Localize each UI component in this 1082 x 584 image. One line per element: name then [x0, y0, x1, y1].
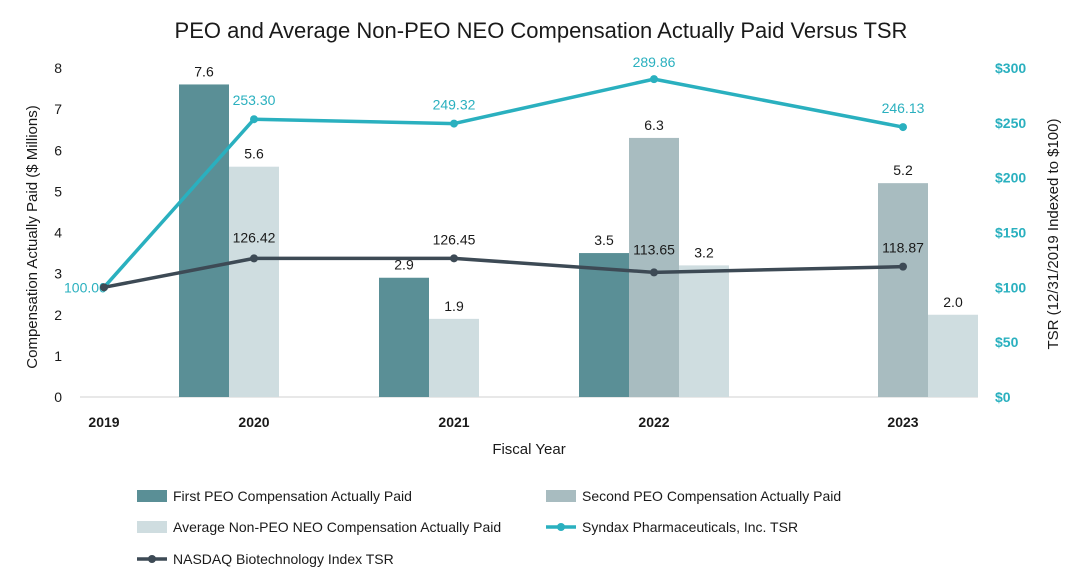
y-tick-label: 7: [54, 101, 62, 117]
line-point-1-2020: [250, 115, 258, 124]
line-point-2-2022: [650, 268, 658, 277]
x-tick-label: 2021: [438, 414, 469, 430]
line-data-label: 100.00: [64, 279, 107, 295]
legend-swatch-3: [137, 521, 167, 533]
bar-1-2020: [179, 84, 229, 397]
bar-data-label: 6.3: [644, 117, 664, 133]
y-tick-label: 1: [54, 348, 62, 364]
line-data-label: 289.86: [633, 54, 676, 70]
bar-data-label: 5.2: [893, 162, 913, 178]
chart-title: PEO and Average Non-PEO NEO Compensation…: [175, 18, 908, 43]
y-tick-label: 4: [54, 225, 62, 241]
line-data-label: 249.32: [433, 97, 476, 113]
line-data-label: 253.30: [233, 92, 276, 108]
bar-3-2022: [679, 265, 729, 397]
legend-swatch-2: [546, 490, 576, 502]
legend-marker-4: [557, 523, 565, 531]
legend: First PEO Compensation Actually Paid Seco…: [137, 488, 841, 567]
line-data-label: 126.45: [433, 231, 476, 247]
y-tick-label: 8: [54, 60, 62, 76]
bar-3-2023: [928, 314, 978, 397]
x-tick-label: 2019: [88, 414, 119, 430]
line-point-2-2023: [899, 262, 907, 271]
y-tick-label: 0: [54, 389, 62, 405]
x-tick-label: 2022: [638, 414, 669, 430]
line-data-label: 113.65: [633, 241, 675, 257]
x-tick-label: 2020: [238, 414, 269, 430]
bar-3-2021: [429, 318, 479, 397]
bar-data-label: 3.5: [594, 232, 614, 248]
y2-tick-label: $0: [995, 389, 1011, 405]
bar-2-2022: [629, 137, 679, 397]
y2-tick-label: $100: [995, 279, 1026, 295]
line-point-2-2020: [250, 254, 258, 263]
legend-swatch-1: [137, 490, 167, 502]
plot-area: 0 1 2 3 4 5 6 7 8 $0 $50 $100 $150 $200 $250 $300 2019 20…: [54, 54, 1026, 430]
bar-2-2023: [878, 183, 928, 397]
y2-tick-label: $150: [995, 225, 1026, 241]
bar-data-label: 5.6: [244, 146, 264, 162]
line-point-2-2021: [450, 254, 458, 263]
y2-tick-label: $50: [995, 334, 1019, 350]
line-data-label: 246.13: [882, 100, 925, 116]
y-tick-label: 3: [54, 266, 62, 282]
x-tick-label: 2023: [887, 414, 918, 430]
bar-1-2022: [579, 253, 629, 397]
y-axis-label: Compensation Actually Paid ($ Millions): [24, 105, 41, 368]
line-point-1-2023: [899, 123, 907, 132]
legend-marker-5: [148, 555, 156, 563]
line-point-1-2021: [450, 119, 458, 128]
y2-axis-label: TSR (12/31/2019 Indexed to $100): [1045, 119, 1062, 350]
legend-label: Average Non-PEO NEO Compensation Actuall…: [173, 519, 501, 535]
y2-tick-label: $200: [995, 170, 1026, 186]
line-point-1-2022: [650, 75, 658, 84]
bar-data-label: 2.9: [394, 257, 414, 273]
legend-label: Second PEO Compensation Actually Paid: [582, 488, 841, 504]
y-tick-label: 6: [54, 142, 62, 158]
y2-tick-label: $250: [995, 115, 1026, 131]
line-point-2-2019: [100, 283, 108, 292]
y2-tick-label: $300: [995, 60, 1026, 76]
bar-data-label: 3.2: [694, 244, 714, 260]
legend-label: Syndax Pharmaceuticals, Inc. TSR: [582, 519, 798, 535]
legend-label: NASDAQ Biotechnology Index TSR: [173, 551, 394, 567]
line-data-label: 118.87: [882, 240, 924, 256]
legend-label: First PEO Compensation Actually Paid: [173, 488, 412, 504]
line-data-label: 126.42: [233, 229, 276, 245]
y-tick-label: 5: [54, 183, 62, 199]
bar-data-label: 1.9: [444, 298, 464, 314]
x-axis-label: Fiscal Year: [492, 441, 565, 458]
bar-1-2021: [379, 277, 429, 397]
bar-3-2020: [229, 166, 279, 397]
bar-data-label: 2.0: [943, 294, 963, 310]
bar-data-label: 7.6: [194, 63, 214, 79]
y-tick-label: 2: [54, 307, 62, 323]
